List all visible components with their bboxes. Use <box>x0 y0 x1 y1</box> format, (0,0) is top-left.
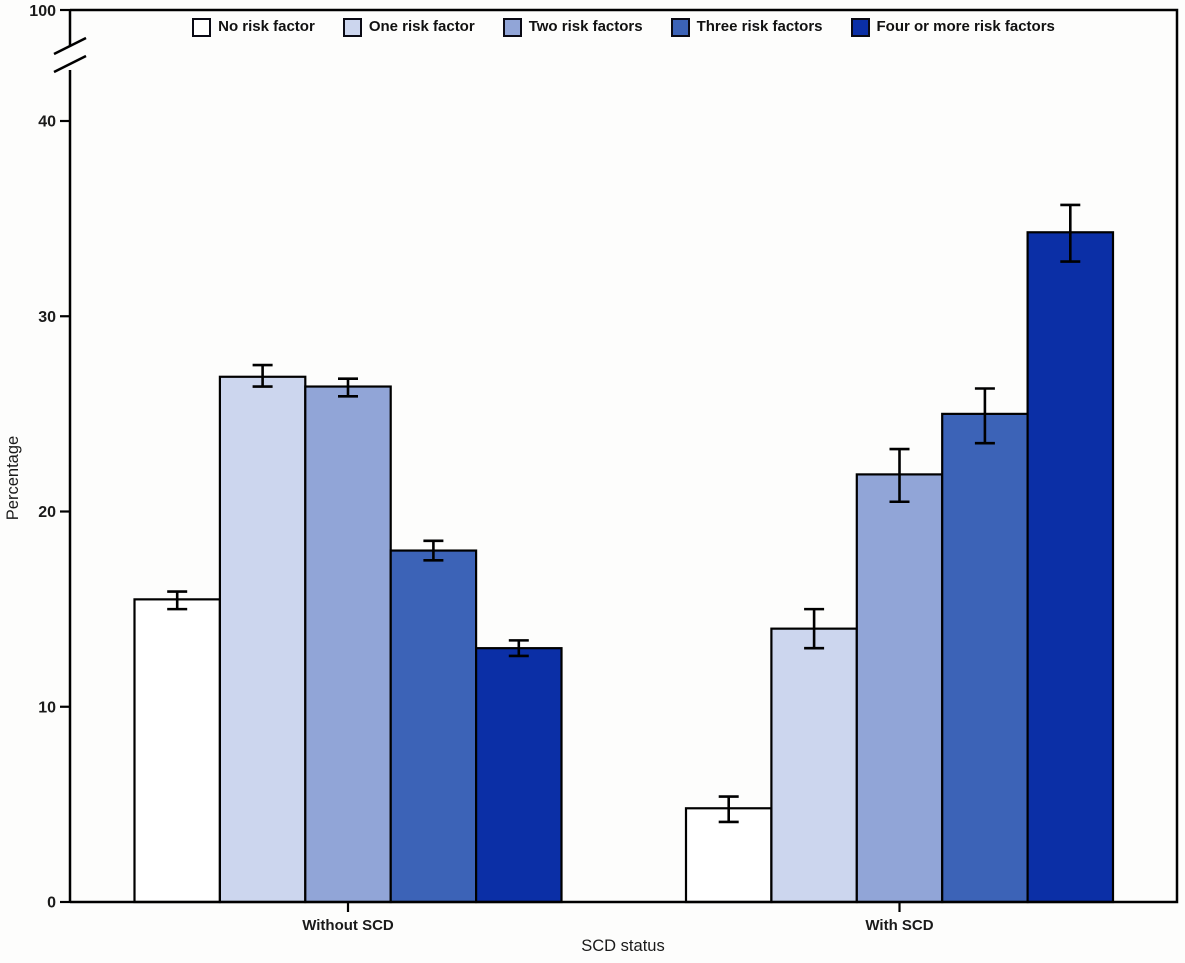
bar-with-scd-2 <box>770 627 858 904</box>
axis-break-icon <box>53 54 87 74</box>
error-bar <box>338 377 358 398</box>
plot-border <box>70 8 1179 904</box>
y-tick-label: 40 <box>38 114 56 131</box>
y-tick-label: 30 <box>38 309 56 326</box>
error-bar <box>252 363 273 388</box>
bars-layer <box>133 203 1115 904</box>
legend-item: Three risk factors <box>670 18 823 37</box>
legend-swatch-icon <box>670 18 690 37</box>
y-tick-label: 0 <box>47 895 56 912</box>
bar-without-scd-1 <box>133 598 222 904</box>
legend-item: Four or more risk factors <box>850 18 1055 37</box>
x-category-label: With SCD <box>865 917 933 934</box>
legend-swatch-icon <box>502 18 522 37</box>
error-bar <box>889 447 910 504</box>
bar-with-scd-4 <box>941 412 1029 904</box>
legend-item: One risk factor <box>342 18 475 37</box>
legend-swatch-icon <box>342 18 362 37</box>
bar-without-scd-4 <box>389 549 478 904</box>
bar-with-scd-5 <box>1026 231 1115 904</box>
error-bar <box>974 387 995 445</box>
axis-break-icon <box>53 36 87 56</box>
legend-swatch-icon <box>850 18 870 37</box>
x-axis-title: SCD status <box>581 937 664 955</box>
legend-label: Three risk factors <box>696 18 823 36</box>
bar-with-scd-1 <box>684 807 773 904</box>
error-bar <box>423 539 444 562</box>
y-axis-title: Percentage <box>4 436 22 520</box>
error-bar <box>167 590 188 611</box>
error-bar <box>1060 203 1081 263</box>
y-tick-label: 20 <box>38 504 56 521</box>
error-bar <box>718 795 739 824</box>
legend-label: Four or more risk factors <box>876 18 1055 36</box>
y-tick-label: 100 <box>29 3 56 20</box>
legend-label: One risk factor <box>368 18 475 36</box>
legend-item: No risk factor <box>192 18 315 37</box>
bar-without-scd-5 <box>475 647 563 904</box>
axes-layer: 0 10 20 30 40 100 Without SCD With SCD <box>29 3 1179 934</box>
legend-label: No risk factor <box>218 18 315 36</box>
error-bar <box>508 639 529 658</box>
bar-without-scd-2 <box>218 375 307 904</box>
legend-label: Two risk factors <box>528 18 643 36</box>
y-tick-label: 10 <box>38 699 56 716</box>
bar-without-scd-3 <box>304 385 392 904</box>
legend-swatch-icon <box>192 18 212 37</box>
chart-legend: No risk factor One risk factor Two risk fa… <box>70 18 1177 37</box>
error-bar <box>804 607 825 650</box>
x-category-label: Without SCD <box>302 917 394 934</box>
bar-with-scd-3 <box>855 473 944 904</box>
legend-item: Two risk factors <box>502 18 643 37</box>
